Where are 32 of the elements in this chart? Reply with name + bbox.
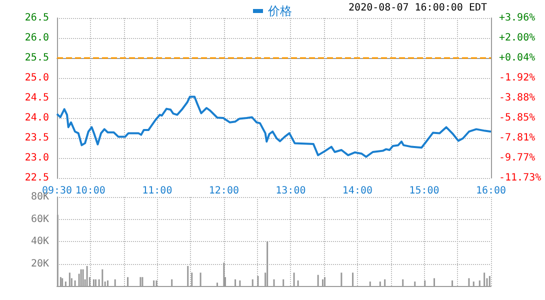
y-tick-label: 40K xyxy=(30,236,49,247)
y-tick-label: 25.5 xyxy=(24,52,49,64)
y-tick-label: 23.0 xyxy=(24,152,49,164)
y2-tick-label: -11.73% xyxy=(499,172,542,184)
y2-tick-label: -3.88% xyxy=(499,92,536,104)
y2-tick-label: +2.00% xyxy=(499,32,536,44)
x-tick-label: 12:00 xyxy=(208,186,239,196)
text: 2020-08-07 16:00:00 EDT xyxy=(348,2,488,14)
y-tick-label: 20K xyxy=(30,258,49,270)
x-tick-label: 11:00 xyxy=(142,186,172,196)
y2-tick-label: -7.81% xyxy=(499,132,536,144)
y-tick-label: 80K xyxy=(30,192,49,202)
y-tick-label: 24.0 xyxy=(24,112,49,124)
y-tick-label: 24.5 xyxy=(24,92,49,104)
y2-tick-label: -1.92% xyxy=(499,72,536,84)
x-tick-label: 16:00 xyxy=(476,186,506,196)
line-series xyxy=(56,96,492,158)
x-tick-label: 10:00 xyxy=(75,186,106,196)
y-tick-label: 22.5 xyxy=(24,172,49,184)
y-tick-label: 25.0 xyxy=(24,72,49,84)
y2-tick-label: +0.04% xyxy=(499,52,536,64)
x-tick-label: 14:00 xyxy=(342,186,373,196)
y2-tick-label: +3.96% xyxy=(499,12,536,24)
y2-tick-label: -5.85% xyxy=(499,112,536,124)
y-tick-label: 23.5 xyxy=(24,132,49,144)
y-tick-label: 60K xyxy=(30,214,49,225)
y2-tick-label: -9.77% xyxy=(499,152,536,164)
x-tick-label: 15:00 xyxy=(409,186,440,196)
y-tick-label: 26.0 xyxy=(24,32,49,44)
y-tick-label: 26.5 xyxy=(24,12,49,24)
legend-label: 价格 xyxy=(267,4,292,18)
x-tick-label: 13:00 xyxy=(276,186,306,196)
